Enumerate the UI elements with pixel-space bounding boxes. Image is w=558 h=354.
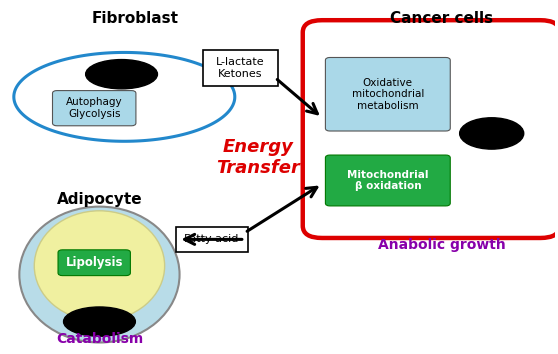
FancyBboxPatch shape: [325, 57, 450, 131]
FancyBboxPatch shape: [58, 250, 131, 276]
Text: L-lactate
Ketones: L-lactate Ketones: [217, 57, 265, 79]
Text: Lipolysis: Lipolysis: [65, 256, 123, 269]
FancyBboxPatch shape: [52, 91, 136, 126]
Text: Fatty acid: Fatty acid: [184, 234, 239, 244]
FancyBboxPatch shape: [325, 155, 450, 206]
Text: Catabolism: Catabolism: [56, 332, 143, 346]
Ellipse shape: [85, 59, 157, 89]
Ellipse shape: [460, 118, 524, 149]
Text: Adipocyte: Adipocyte: [57, 192, 142, 207]
Text: Anabolic growth: Anabolic growth: [378, 238, 506, 252]
FancyBboxPatch shape: [176, 227, 248, 252]
Text: Energy
Transfer: Energy Transfer: [216, 138, 300, 177]
Ellipse shape: [20, 207, 180, 343]
Ellipse shape: [34, 211, 165, 321]
Ellipse shape: [64, 307, 136, 336]
FancyBboxPatch shape: [303, 20, 558, 238]
Text: Autophagy
Glycolysis: Autophagy Glycolysis: [66, 97, 123, 119]
Text: Oxidative
mitochondrial
metabolism: Oxidative mitochondrial metabolism: [352, 78, 424, 111]
Text: Mitochondrial
β oxidation: Mitochondrial β oxidation: [347, 170, 429, 191]
Text: Cancer cells: Cancer cells: [391, 11, 493, 26]
Text: Fibroblast: Fibroblast: [92, 11, 179, 26]
FancyBboxPatch shape: [203, 50, 278, 86]
